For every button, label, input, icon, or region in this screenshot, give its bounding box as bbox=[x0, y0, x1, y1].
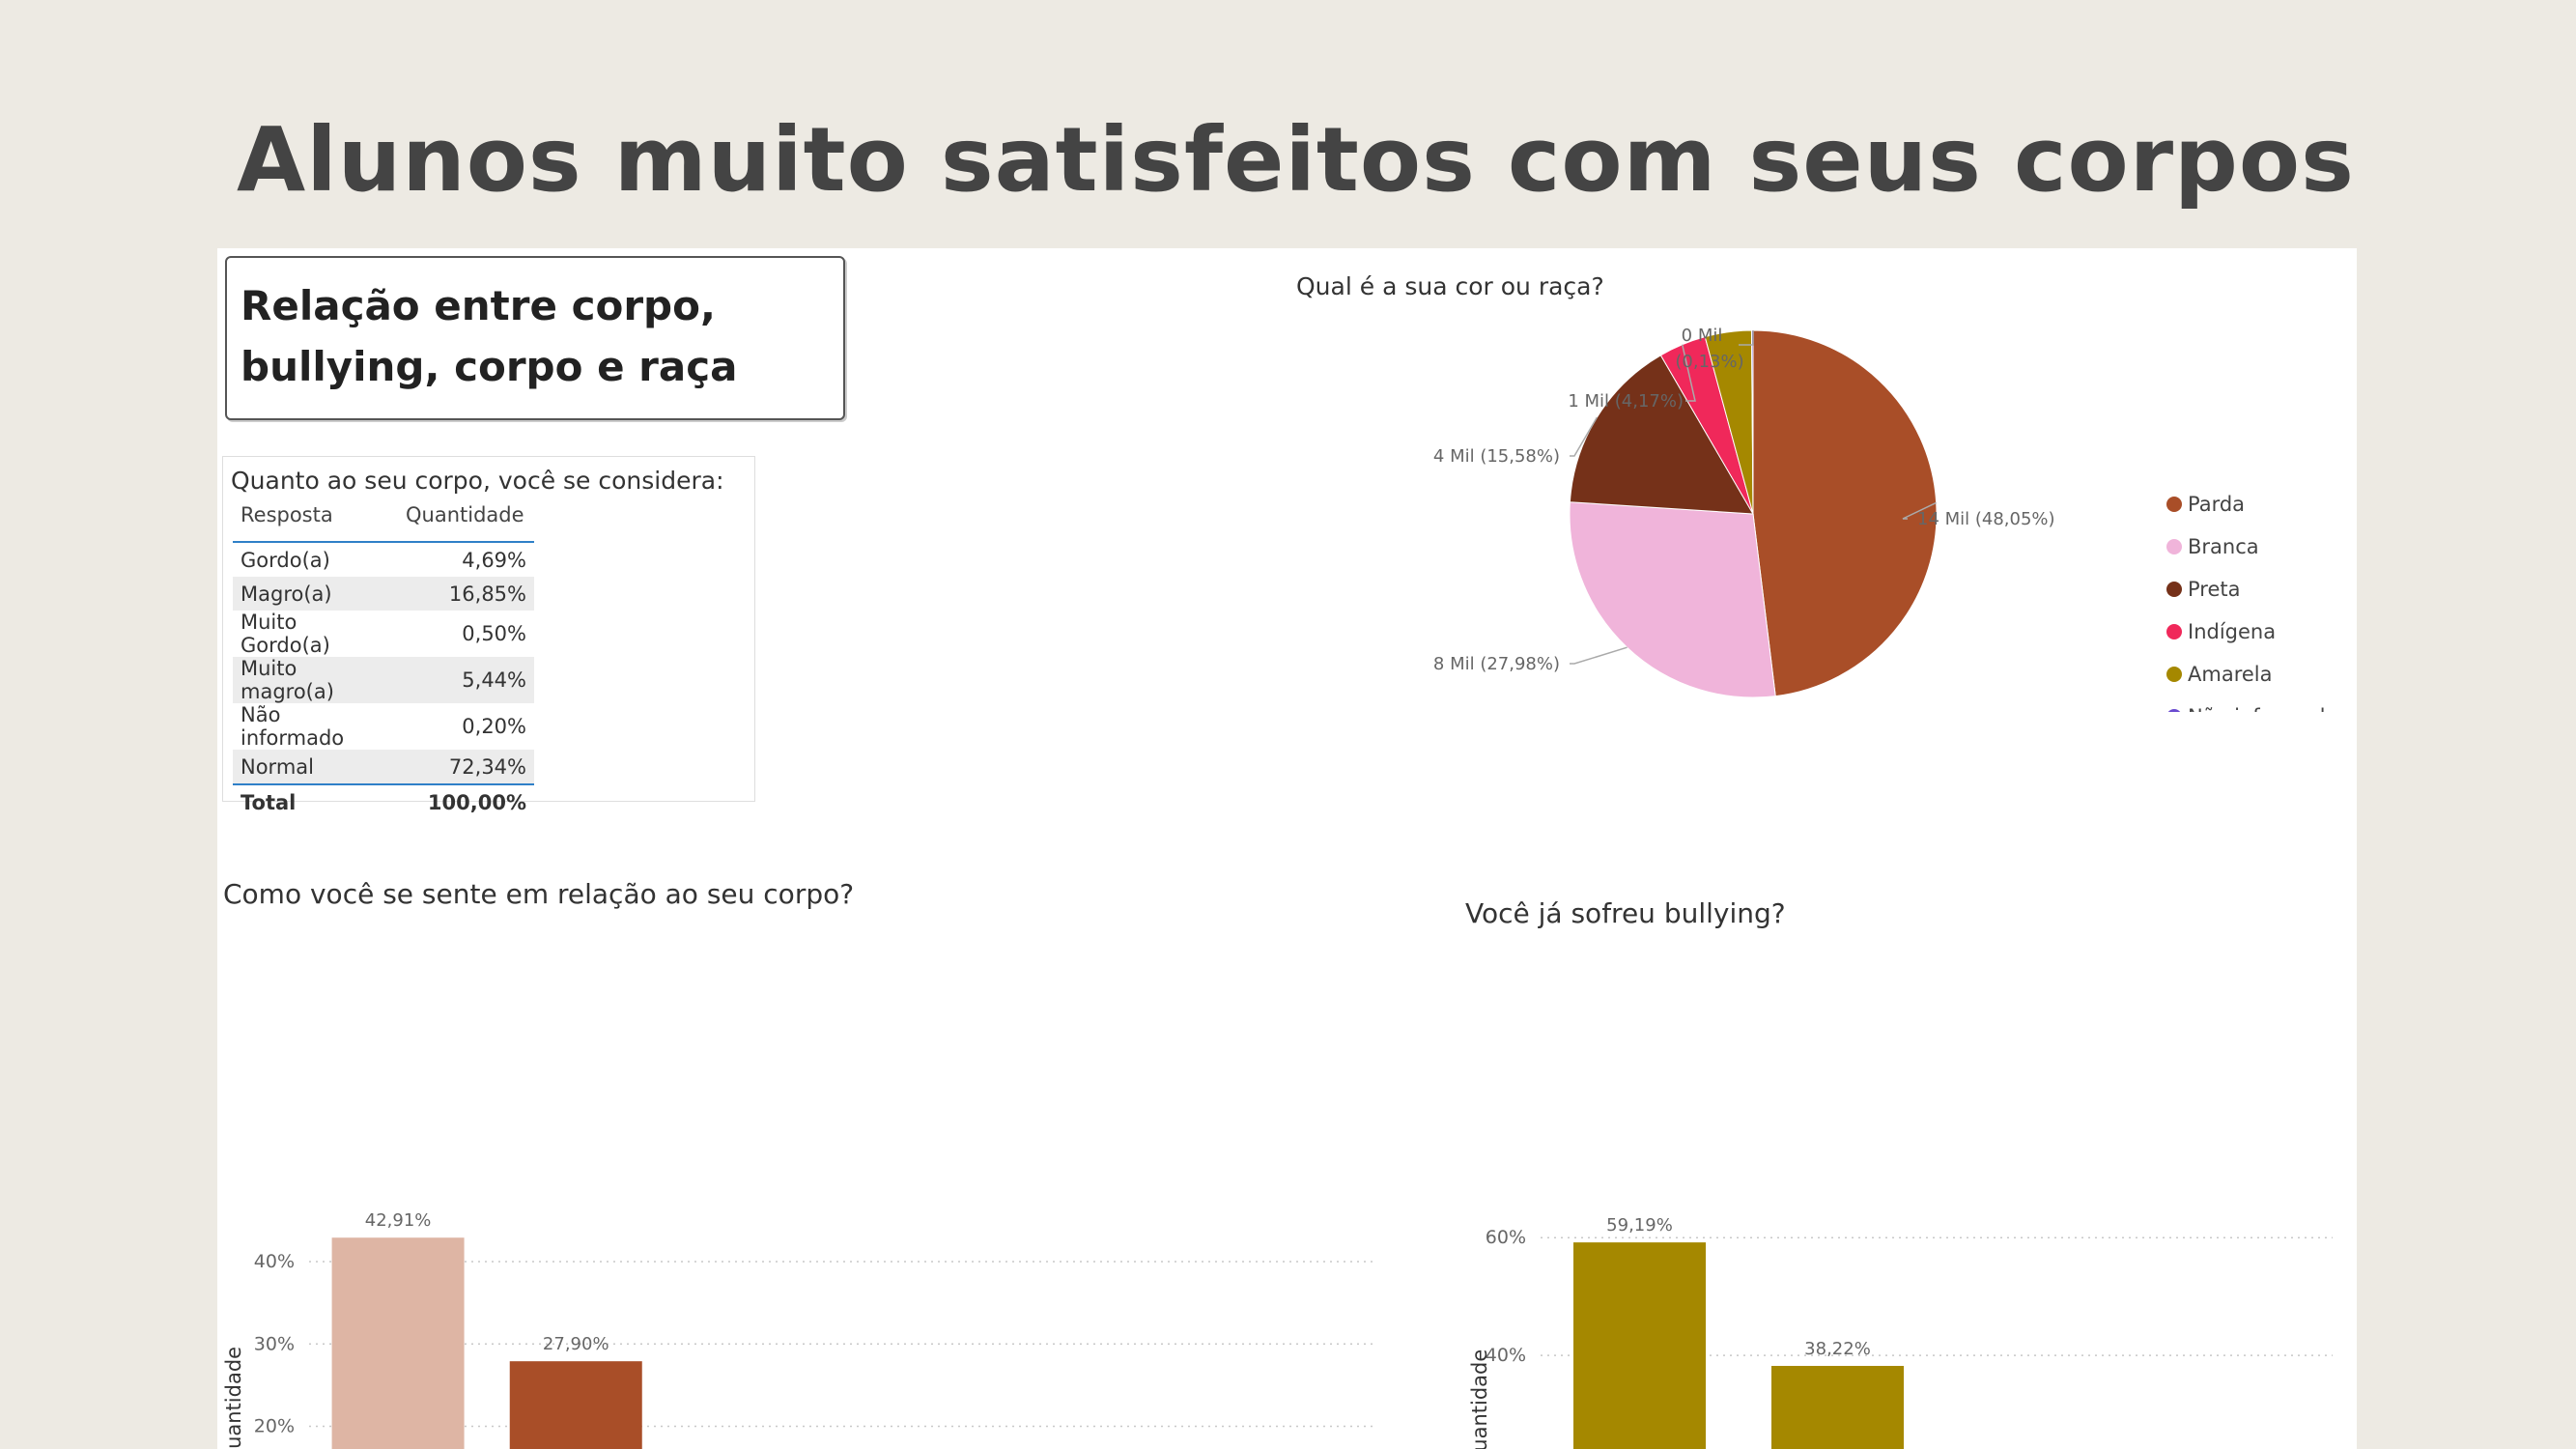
y-tick-label: 20% bbox=[254, 1416, 295, 1437]
pie-slice-parda bbox=[1752, 329, 1938, 697]
pie-slice-branca bbox=[1569, 501, 1776, 698]
bar-data-label: 59,19% bbox=[1606, 1215, 1673, 1236]
table-cell: Normal bbox=[233, 750, 398, 784]
body-feeling-chart-title: Como você se sente em relação ao seu cor… bbox=[223, 878, 855, 910]
table-cell: Muito magro(a) bbox=[233, 657, 398, 703]
race-pie-chart: 14 Mil (48,05%) 8 Mil (27,98%) 4 Mil (15,5… bbox=[1433, 326, 2337, 712]
legend-label: Amarela bbox=[2188, 663, 2273, 686]
body-table: Resposta Quantidade Gordo(a) 4,69% Magro… bbox=[233, 500, 534, 819]
header-box-title: Relação entre corpo, bullying, corpo e r… bbox=[241, 282, 738, 390]
y-tick-label: 30% bbox=[254, 1333, 295, 1354]
bar-data-label: 42,91% bbox=[365, 1210, 432, 1231]
table-cell: 0,50% bbox=[462, 622, 526, 645]
column-header-resposta[interactable]: Resposta bbox=[233, 500, 398, 543]
table-cell: Não informado bbox=[241, 703, 345, 750]
pie-leader-line bbox=[1570, 646, 1628, 665]
pie-leader-line bbox=[1681, 344, 1696, 402]
table-row: Muito Gordo(a) 0,50% bbox=[233, 611, 534, 657]
pie-data-label: 14 Mil (48,05%) bbox=[1917, 509, 2055, 529]
header-box: Relação entre corpo, bullying, corpo e r… bbox=[225, 256, 845, 420]
table-cell: 5,44% bbox=[398, 657, 534, 703]
table-total-value: 100,00% bbox=[398, 783, 534, 819]
bar bbox=[1573, 1242, 1706, 1449]
table-cell: 16,85% bbox=[398, 577, 534, 611]
pie-data-label: 0 Mil bbox=[1682, 326, 1723, 346]
body-table-title: Quanto ao seu corpo, você se considera: bbox=[231, 467, 724, 495]
y-tick-label: 60% bbox=[1486, 1227, 1526, 1248]
pie-data-label: 8 Mil (27,98%) bbox=[1433, 654, 1560, 674]
table-row: Normal 72,34% bbox=[233, 750, 534, 784]
pie-data-label: 1 Mil (4,17%) bbox=[1568, 391, 1684, 412]
table-cell: Gordo(a) bbox=[241, 548, 330, 572]
bar-data-label: 27,90% bbox=[543, 1334, 609, 1354]
legend-marker bbox=[2167, 709, 2181, 712]
pie-leader-line bbox=[1902, 501, 1937, 520]
body-table-card: Quanto ao seu corpo, você se considera: … bbox=[222, 456, 755, 819]
slide-title: Alunos muito satisfeitos com seus corpos bbox=[237, 108, 2355, 212]
y-axis-title: Quantidade bbox=[1468, 1350, 1491, 1449]
pie-leader-line bbox=[1570, 416, 1599, 457]
table-row: Não informado 0,20% bbox=[233, 703, 534, 750]
legend-label: Não informado bbox=[2188, 705, 2337, 712]
table-total-row: Total 100,00% bbox=[233, 783, 534, 819]
legend-label: Indígena bbox=[2188, 620, 2276, 643]
legend-marker bbox=[2166, 539, 2182, 554]
bar bbox=[331, 1237, 465, 1449]
legend-marker bbox=[2166, 497, 2182, 512]
pie-data-label: (0,13%) bbox=[1675, 352, 1743, 372]
table-row: Gordo(a) 4,69% bbox=[233, 542, 534, 577]
bar bbox=[509, 1361, 642, 1449]
y-tick-label: 40% bbox=[1486, 1345, 1526, 1366]
bar-data-label: 38,22% bbox=[1804, 1339, 1871, 1359]
legend-label: Parda bbox=[2188, 493, 2245, 516]
pie-data-label: 4 Mil (15,58%) bbox=[1433, 446, 1560, 467]
table-cell: 0,20% bbox=[462, 715, 526, 738]
legend-marker bbox=[2166, 667, 2182, 682]
y-tick-label: 40% bbox=[254, 1251, 295, 1272]
legend-marker bbox=[2166, 582, 2182, 597]
bullying-bar-chart: 0%20%40%60%59,19%Não38,22%Sim2,48%Não se… bbox=[1468, 1215, 2333, 1449]
table-total-label: Total bbox=[233, 783, 398, 819]
table-cell: 4,69% bbox=[462, 548, 526, 572]
column-header-quantidade[interactable]: Quantidade bbox=[398, 500, 534, 543]
bullying-chart-title: Você já sofreu bullying? bbox=[1465, 897, 1786, 929]
table-row: Magro(a) 16,85% bbox=[233, 577, 534, 611]
table-cell: Magro(a) bbox=[233, 577, 398, 611]
pie-chart-title: Qual é a sua cor ou raça? bbox=[1296, 272, 1604, 300]
legend-label: Branca bbox=[2188, 535, 2259, 558]
table-row: Muito magro(a) 5,44% bbox=[233, 657, 534, 703]
y-axis-title: Quantidade bbox=[222, 1347, 245, 1449]
legend-label: Preta bbox=[2188, 578, 2241, 601]
dashboard-canvas: Relação entre corpo, bullying, corpo e r… bbox=[217, 248, 2357, 1449]
table-cell: 72,34% bbox=[398, 750, 534, 784]
pie-leader-line bbox=[1739, 330, 1754, 346]
table-cell: Muito Gordo(a) bbox=[241, 611, 330, 657]
body-feeling-bar-chart: 0%10%20%30%40%42,91%Satisfeito(a)27,90%M… bbox=[222, 1210, 1376, 1449]
bar bbox=[1771, 1365, 1904, 1449]
pie-slice-preta bbox=[1569, 355, 1754, 515]
legend-marker bbox=[2166, 624, 2182, 639]
